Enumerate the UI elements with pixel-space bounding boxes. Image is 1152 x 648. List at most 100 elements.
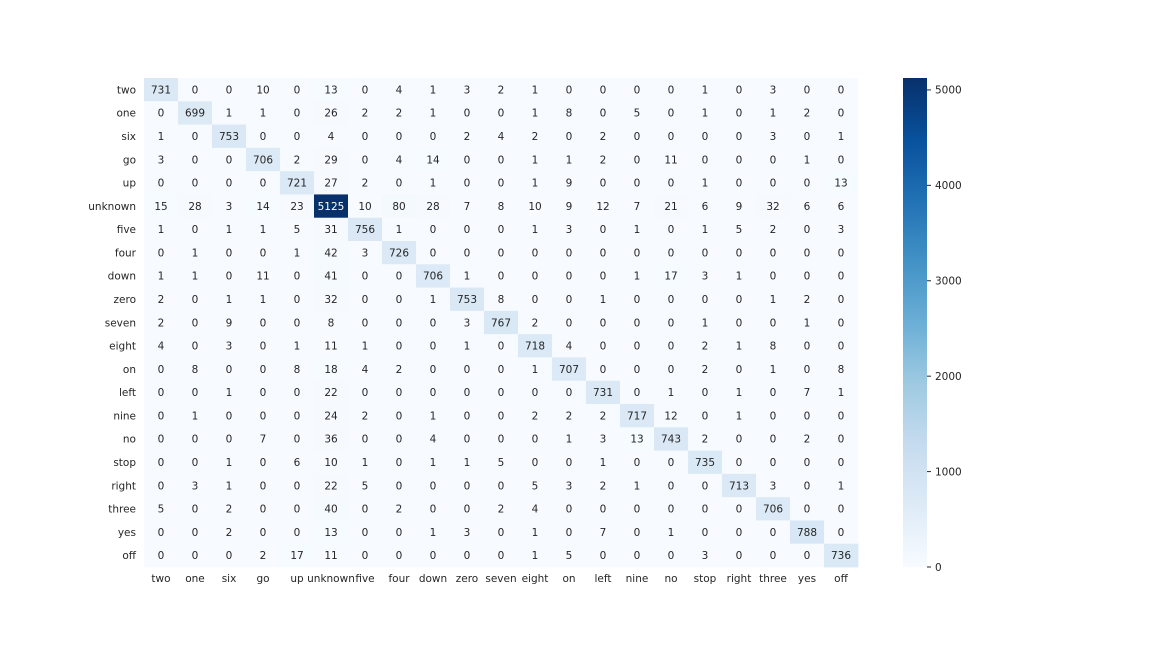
- heatmap-cell: [790, 520, 825, 545]
- heatmap-cell: [722, 310, 757, 335]
- x-tick-label: two: [151, 573, 170, 585]
- cell-value-label: 0: [702, 527, 709, 539]
- cell-value-label: 2: [804, 434, 811, 446]
- heatmap-cell: [314, 357, 349, 382]
- colorbar-tick-label: 2000: [935, 371, 962, 383]
- cell-value-label: 0: [430, 341, 437, 353]
- heatmap-cell: [688, 357, 723, 382]
- cell-value-label: 1: [226, 108, 233, 120]
- heatmap-cell: [484, 217, 519, 242]
- cell-value-label: 0: [192, 504, 199, 516]
- x-tick-label: up: [290, 573, 304, 585]
- cell-value-label: 9: [566, 178, 573, 190]
- cell-value-label: 0: [192, 341, 199, 353]
- heatmap-cell: [722, 101, 757, 125]
- cell-value-label: 0: [566, 504, 573, 516]
- heatmap-cell: [144, 287, 179, 312]
- cell-value-label: 0: [566, 271, 573, 283]
- cell-value-label: 0: [498, 364, 505, 376]
- cell-value-label: 14: [256, 201, 270, 213]
- cell-value-label: 0: [192, 550, 199, 562]
- heatmap-cell: [416, 427, 451, 451]
- heatmap-cell: [620, 543, 655, 568]
- heatmap-cell: [280, 171, 315, 195]
- cell-value-label: 2: [396, 504, 403, 516]
- heatmap-cell: [144, 497, 179, 521]
- cell-value-label: 713: [729, 480, 749, 492]
- heatmap-cell: [246, 357, 281, 382]
- cell-value-label: 8: [838, 364, 845, 376]
- cell-value-label: 13: [630, 434, 643, 446]
- cell-value-label: 0: [566, 317, 573, 329]
- cell-value-label: 0: [362, 84, 369, 96]
- heatmap-cell: [518, 427, 553, 451]
- heatmap-cell: [586, 497, 621, 521]
- y-tick-label: seven: [105, 317, 136, 329]
- heatmap-cell: [450, 147, 485, 172]
- cell-value-label: 0: [464, 387, 471, 399]
- cell-value-label: 0: [192, 317, 199, 329]
- cell-value-label: 0: [498, 271, 505, 283]
- cell-value-label: 0: [838, 108, 845, 120]
- cell-value-label: 0: [192, 131, 199, 143]
- heatmap-cell: [246, 78, 281, 102]
- heatmap-cell: [246, 473, 281, 498]
- heatmap-cell: [178, 101, 213, 125]
- heatmap-cell: [246, 147, 281, 172]
- cell-value-label: 0: [804, 341, 811, 353]
- cell-value-label: 0: [770, 550, 777, 562]
- heatmap-cell: [552, 78, 587, 102]
- cell-value-label: 1: [192, 410, 199, 422]
- heatmap-cell: [416, 497, 451, 521]
- heatmap-cell: [348, 404, 383, 428]
- heatmap-cell: [518, 334, 553, 358]
- heatmap-cell: [654, 404, 689, 428]
- heatmap-cell: [280, 264, 315, 288]
- heatmap-cell: [348, 101, 383, 125]
- heatmap-cell: [654, 217, 689, 242]
- heatmap-cell: [212, 101, 247, 125]
- colorbar-tick-label: 4000: [935, 180, 962, 192]
- cell-value-label: 2: [804, 108, 811, 120]
- cell-value-label: 5: [532, 480, 539, 492]
- heatmap-cell: [552, 404, 587, 428]
- heatmap-cell: [688, 241, 723, 265]
- cell-value-label: 1: [668, 387, 675, 399]
- cell-value-label: 0: [396, 317, 403, 329]
- cell-value-label: 0: [838, 294, 845, 306]
- y-tick-label: left: [119, 387, 136, 399]
- heatmap-cell: [756, 473, 791, 498]
- heatmap-cell: [246, 194, 281, 219]
- cell-value-label: 11: [324, 550, 337, 562]
- cell-value-label: 1: [430, 108, 437, 120]
- cell-value-label: 1: [430, 178, 437, 190]
- cell-value-label: 0: [634, 84, 641, 96]
- cell-value-label: 4: [498, 131, 505, 143]
- cell-value-label: 0: [668, 131, 675, 143]
- cell-value-label: 0: [668, 247, 675, 259]
- cell-value-label: 5: [158, 504, 165, 516]
- cell-value-label: 0: [600, 271, 607, 283]
- cell-value-label: 0: [736, 108, 743, 120]
- heatmap-cell: [688, 520, 723, 545]
- heatmap-cell: [212, 147, 247, 172]
- heatmap-cell: [144, 194, 179, 219]
- heatmap-cell: [212, 217, 247, 242]
- cell-value-label: 80: [392, 201, 405, 213]
- heatmap-cell: [790, 404, 825, 428]
- heatmap-cell: [484, 241, 519, 265]
- cell-value-label: 0: [464, 224, 471, 236]
- cell-value-label: 11: [664, 154, 677, 166]
- cell-value-label: 40: [324, 504, 337, 516]
- cell-value-label: 3: [464, 317, 471, 329]
- heatmap-cell: [382, 124, 417, 149]
- cell-value-label: 0: [600, 317, 607, 329]
- heatmap-cell: [246, 124, 281, 149]
- heatmap-cell: [280, 404, 315, 428]
- heatmap-cell: [688, 124, 723, 149]
- cell-value-label: 0: [498, 108, 505, 120]
- heatmap-cell: [246, 427, 281, 451]
- cell-value-label: 0: [498, 341, 505, 353]
- cell-value-label: 0: [158, 178, 165, 190]
- heatmap-cell: [212, 380, 247, 405]
